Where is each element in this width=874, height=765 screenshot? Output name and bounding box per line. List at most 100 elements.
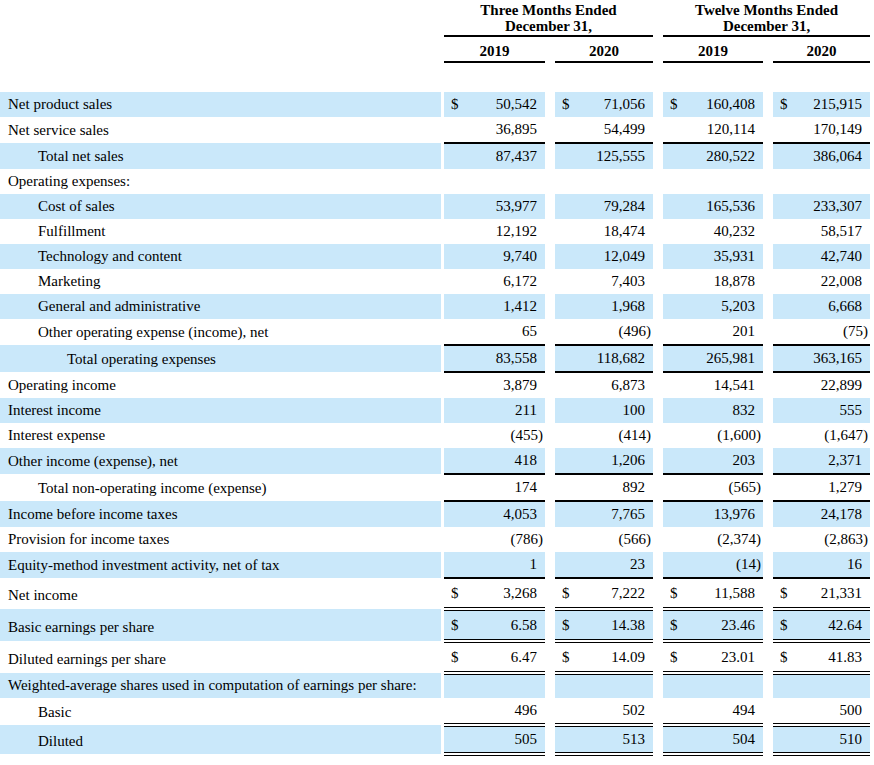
column-gap — [545, 194, 555, 219]
row-label: Fulfillment — [0, 219, 441, 244]
value-cell: 14.09 — [581, 641, 653, 673]
table-row: Technology and content9,74012,04935,9314… — [0, 244, 874, 269]
currency-cell: $ — [555, 578, 581, 609]
value-cell: 170,149 — [800, 117, 870, 143]
column-gap — [653, 552, 663, 578]
column-gap — [653, 641, 663, 673]
currency-cell — [663, 244, 690, 269]
value-cell: (786) — [470, 527, 545, 552]
value-cell: 12,192 — [470, 219, 545, 244]
currency-cell — [663, 345, 690, 372]
value-cell: 118,682 — [581, 345, 653, 372]
column-gap — [763, 527, 773, 552]
table-row: General and administrative1,4121,9685,20… — [0, 294, 874, 319]
currency-cell — [444, 319, 470, 345]
column-gap — [763, 552, 773, 578]
row-label: Diluted earnings per share — [0, 641, 441, 673]
right-margin — [870, 143, 874, 169]
column-gap — [653, 92, 663, 117]
column-gap — [763, 194, 773, 219]
row-label: Interest expense — [0, 423, 441, 448]
table-row: Weighted-average shares used in computat… — [0, 673, 874, 698]
value-cell: 50,542 — [470, 92, 545, 117]
value-cell — [470, 673, 545, 698]
currency-cell — [555, 673, 581, 698]
currency-cell — [663, 698, 690, 725]
period-header-row: Three Months Ended December 31, Twelve M… — [0, 0, 874, 36]
column-gap — [653, 117, 663, 143]
column-gap — [545, 345, 555, 372]
currency-cell — [773, 725, 800, 754]
column-gap — [763, 117, 773, 143]
right-margin — [870, 294, 874, 319]
value-cell — [690, 673, 763, 698]
table-body: Net product sales$50,542$71,056$160,408$… — [0, 92, 874, 754]
currency-cell — [663, 448, 690, 474]
currency-cell — [663, 474, 690, 501]
column-gap — [653, 244, 663, 269]
currency-cell — [773, 117, 800, 143]
table-row: Basic earnings per share$6.58$14.38$23.4… — [0, 609, 874, 641]
page: Three Months Ended December 31, Twelve M… — [0, 0, 874, 756]
value-cell: 6,172 — [470, 269, 545, 294]
column-gap — [653, 609, 663, 641]
currency-cell — [663, 527, 690, 552]
value-cell — [581, 169, 653, 194]
row-label: Cost of sales — [0, 194, 441, 219]
currency-cell — [773, 169, 800, 194]
value-cell: 892 — [581, 474, 653, 501]
column-gap — [545, 552, 555, 578]
row-label: Equity-method investment activity, net o… — [0, 552, 441, 578]
currency-cell — [555, 319, 581, 345]
currency-cell: $ — [444, 578, 470, 609]
value-cell: 215,915 — [800, 92, 870, 117]
currency-cell: $ — [444, 609, 470, 641]
currency-cell: $ — [663, 578, 690, 609]
column-gap — [545, 169, 555, 194]
period-title-line2: December 31, — [663, 18, 870, 34]
row-label: Basic earnings per share — [0, 609, 441, 641]
year-header: 2019 — [444, 41, 545, 62]
right-margin — [870, 319, 874, 345]
value-cell: 1,412 — [470, 294, 545, 319]
column-gap — [763, 92, 773, 117]
column-gap — [653, 219, 663, 244]
right-margin — [870, 372, 874, 398]
currency-cell — [444, 244, 470, 269]
currency-cell: $ — [444, 641, 470, 673]
right-margin — [870, 244, 874, 269]
column-gap — [763, 269, 773, 294]
value-cell: (496) — [581, 319, 653, 345]
currency-cell — [444, 372, 470, 398]
row-label: Total net sales — [0, 143, 441, 169]
value-cell: 23 — [581, 552, 653, 578]
year-header: 2020 — [555, 41, 653, 62]
value-cell — [800, 169, 870, 194]
value-cell: 832 — [690, 398, 763, 423]
period-title-line1: Three Months Ended — [444, 2, 653, 18]
header-spacer — [0, 0, 441, 36]
value-cell: 22,008 — [800, 269, 870, 294]
currency-cell — [663, 372, 690, 398]
row-label: Income before income taxes — [0, 501, 441, 527]
currency-cell: $ — [773, 609, 800, 641]
value-cell: 265,981 — [690, 345, 763, 372]
column-gap — [545, 269, 555, 294]
currency-cell — [663, 725, 690, 754]
currency-cell — [663, 269, 690, 294]
column-gap — [763, 423, 773, 448]
column-gap — [545, 673, 555, 698]
table-row: Total operating expenses83,558118,682265… — [0, 345, 874, 372]
right-margin — [870, 269, 874, 294]
column-gap — [545, 319, 555, 345]
row-label: Basic — [0, 698, 441, 725]
currency-cell — [773, 244, 800, 269]
value-cell: 7,765 — [581, 501, 653, 527]
value-cell: 510 — [800, 725, 870, 754]
column-gap — [653, 269, 663, 294]
value-cell: 7,403 — [581, 269, 653, 294]
value-cell — [470, 169, 545, 194]
value-cell: 23.46 — [690, 609, 763, 641]
column-gap — [653, 294, 663, 319]
currency-cell — [773, 372, 800, 398]
